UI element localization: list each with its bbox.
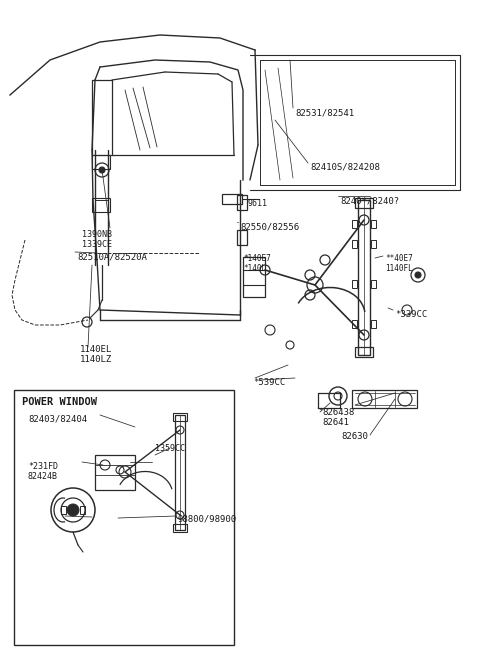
Bar <box>355 198 373 208</box>
Bar <box>352 280 357 288</box>
Text: 82531/82541: 82531/82541 <box>295 108 354 117</box>
Bar <box>61 506 66 514</box>
Text: 826438
82641: 826438 82641 <box>322 408 354 428</box>
Bar <box>352 220 357 228</box>
Text: 82510A/82520A: 82510A/82520A <box>77 252 147 261</box>
Bar <box>371 280 376 288</box>
Bar <box>358 200 370 355</box>
Bar <box>95 455 135 490</box>
Bar <box>92 155 110 169</box>
Circle shape <box>415 272 421 278</box>
Bar <box>173 413 187 421</box>
Text: 9611: 9611 <box>248 199 268 208</box>
Bar <box>352 320 357 328</box>
Text: 98800/98900: 98800/98900 <box>178 514 237 523</box>
Bar <box>371 220 376 228</box>
Bar <box>237 195 247 210</box>
Text: 82630: 82630 <box>342 432 369 441</box>
Text: 1359CC: 1359CC <box>155 444 185 453</box>
Bar <box>14 390 234 645</box>
Text: **40E7
1140FL: **40E7 1140FL <box>385 254 413 273</box>
Circle shape <box>99 167 105 173</box>
Text: 82550/82556: 82550/82556 <box>240 222 299 231</box>
Bar <box>222 194 242 204</box>
Bar <box>352 390 417 408</box>
Bar <box>80 506 85 514</box>
Text: *231FD
82424B: *231FD 82424B <box>28 462 58 482</box>
Bar <box>175 415 185 530</box>
Bar <box>352 240 357 248</box>
Text: POWER WINDOW: POWER WINDOW <box>22 397 97 407</box>
Bar <box>371 320 376 328</box>
Bar <box>243 257 265 297</box>
Circle shape <box>67 504 79 516</box>
Bar <box>92 198 110 212</box>
Text: 1140EL
1140LZ: 1140EL 1140LZ <box>80 345 112 365</box>
Text: *140E7
*140L: *140E7 *140L <box>243 254 271 273</box>
Bar <box>237 230 247 245</box>
Text: 8240*/8240?: 8240*/8240? <box>340 196 399 205</box>
Text: 82403/82404: 82403/82404 <box>28 415 87 424</box>
Bar <box>355 347 373 357</box>
Text: 82410S/824208: 82410S/824208 <box>310 163 380 172</box>
Text: 1390NB
1339CE: 1390NB 1339CE <box>82 230 112 250</box>
Text: *339CC: *339CC <box>395 310 427 319</box>
Text: *539CC: *539CC <box>253 378 285 387</box>
Bar <box>371 240 376 248</box>
Bar <box>173 524 187 532</box>
